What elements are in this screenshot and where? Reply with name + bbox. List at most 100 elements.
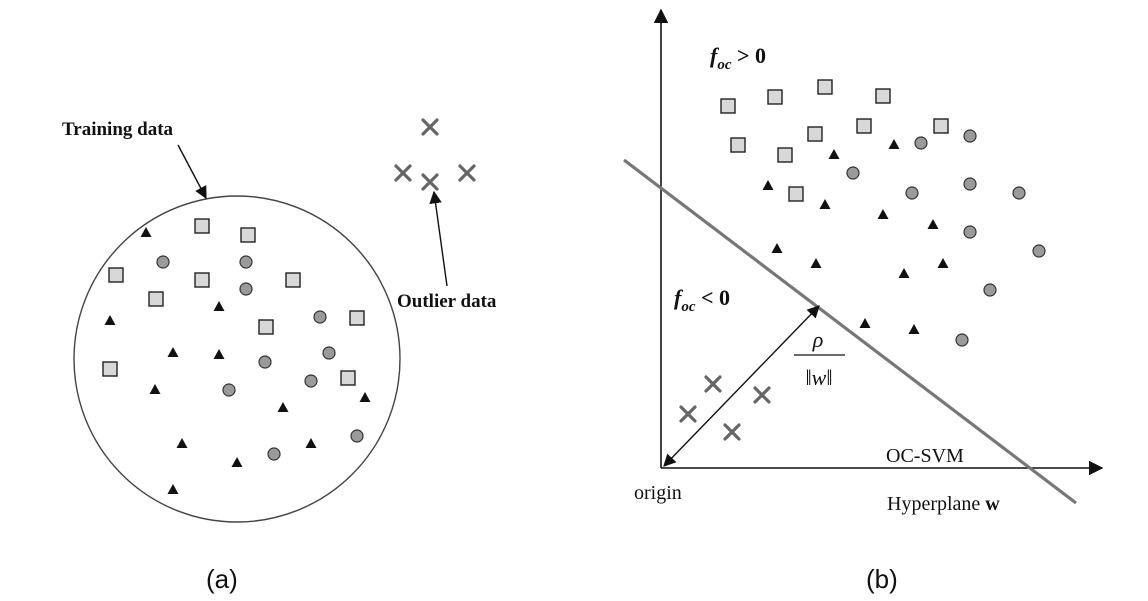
square-marker [349, 310, 365, 326]
square-marker [856, 118, 872, 134]
square-marker [817, 79, 833, 95]
circle-marker [963, 129, 977, 143]
margin-arrow [663, 305, 820, 467]
cross-marker [458, 164, 476, 182]
triangle-marker [213, 349, 225, 359]
hyperplane-text: Hyperplane [887, 493, 985, 515]
square-marker [194, 272, 210, 288]
circle-marker [983, 283, 997, 297]
caption-a: (a) [206, 564, 238, 594]
circle-marker [322, 346, 336, 360]
panel-a-training-points [102, 218, 371, 494]
triangle-marker [104, 315, 116, 325]
triangle-marker [898, 268, 910, 278]
circle-marker [905, 186, 919, 200]
square-marker [108, 267, 124, 283]
panel-b-positive-points [720, 79, 1046, 347]
outlier-data-label: Outlier data [397, 291, 497, 312]
f-negative-base: f [674, 285, 684, 310]
square-marker [240, 227, 256, 243]
circle-marker [1012, 186, 1026, 200]
caption-b: (b) [866, 564, 898, 594]
panel-b: foc > 0 foc < 0 ρ ‖w‖ origin OC-SVM Hype… [623, 8, 1104, 594]
triangle-marker [908, 324, 920, 334]
circle-marker [313, 310, 327, 324]
square-marker [933, 118, 949, 134]
panel-b-outlier-points [679, 375, 771, 441]
f-negative-rel: < 0 [696, 285, 731, 310]
panel-a-outlier-points [394, 118, 476, 191]
circle-marker [846, 166, 860, 180]
hyperplane-w: w [985, 493, 1000, 515]
circle-marker [258, 355, 272, 369]
triangle-marker [828, 149, 840, 159]
triangle-marker [888, 139, 900, 149]
circle-marker [267, 447, 281, 461]
triangle-marker [819, 199, 831, 209]
cross-marker [723, 423, 741, 441]
circle-marker [914, 136, 928, 150]
triangle-marker [213, 301, 225, 311]
square-marker [807, 126, 823, 142]
square-marker [102, 361, 118, 377]
triangle-marker [277, 402, 289, 412]
cross-marker [704, 375, 722, 393]
cross-marker [421, 173, 439, 191]
outlier-data-arrow [429, 190, 448, 287]
square-marker [777, 147, 793, 163]
square-marker [788, 186, 804, 202]
rho-symbol: ρ [812, 327, 824, 352]
circle-marker [239, 282, 253, 296]
triangle-marker [231, 457, 243, 467]
square-marker [767, 89, 783, 105]
f-positive-base: f [710, 43, 720, 68]
triangle-marker [810, 258, 822, 268]
training-data-arrow [177, 144, 207, 200]
triangle-marker [167, 484, 179, 494]
cross-marker [679, 405, 697, 423]
f-negative-sub: oc [681, 299, 696, 315]
cross-marker [421, 118, 439, 136]
square-marker [285, 272, 301, 288]
hyperplane-line [623, 158, 1077, 505]
f-negative-label: foc < 0 [674, 285, 730, 315]
f-positive-label: foc > 0 [710, 43, 766, 73]
triangle-marker [771, 243, 783, 253]
triangle-marker [927, 219, 939, 229]
square-marker [875, 88, 891, 104]
circle-marker [955, 333, 969, 347]
hyperplane-label: Hyperplane w [887, 493, 1000, 515]
triangle-marker [859, 318, 871, 328]
square-marker [194, 218, 210, 234]
circle-marker [239, 255, 253, 269]
training-data-boundary [73, 195, 401, 523]
triangle-marker [176, 438, 188, 448]
triangle-marker [937, 258, 949, 268]
triangle-marker [762, 180, 774, 190]
triangle-marker [305, 438, 317, 448]
square-marker [258, 319, 274, 335]
circle-marker [963, 225, 977, 239]
ocsvm-label: OC-SVM [886, 445, 964, 467]
f-positive-sub: oc [717, 57, 732, 73]
circle-marker [350, 429, 364, 443]
circle-marker [963, 177, 977, 191]
triangle-marker [149, 384, 161, 394]
cross-marker [394, 164, 412, 182]
triangle-marker [140, 227, 152, 237]
square-marker [148, 291, 164, 307]
training-data-label: Training data [62, 119, 174, 140]
square-marker [730, 137, 746, 153]
cross-marker [753, 386, 771, 404]
square-marker [720, 98, 736, 114]
triangle-marker [359, 392, 371, 402]
circle-marker [1032, 244, 1046, 258]
triangle-marker [877, 209, 889, 219]
triangle-marker [167, 347, 179, 357]
circle-marker [222, 383, 236, 397]
circle-marker [304, 374, 318, 388]
circle-marker [156, 255, 170, 269]
f-positive-rel: > 0 [732, 43, 767, 68]
square-marker [340, 370, 356, 386]
